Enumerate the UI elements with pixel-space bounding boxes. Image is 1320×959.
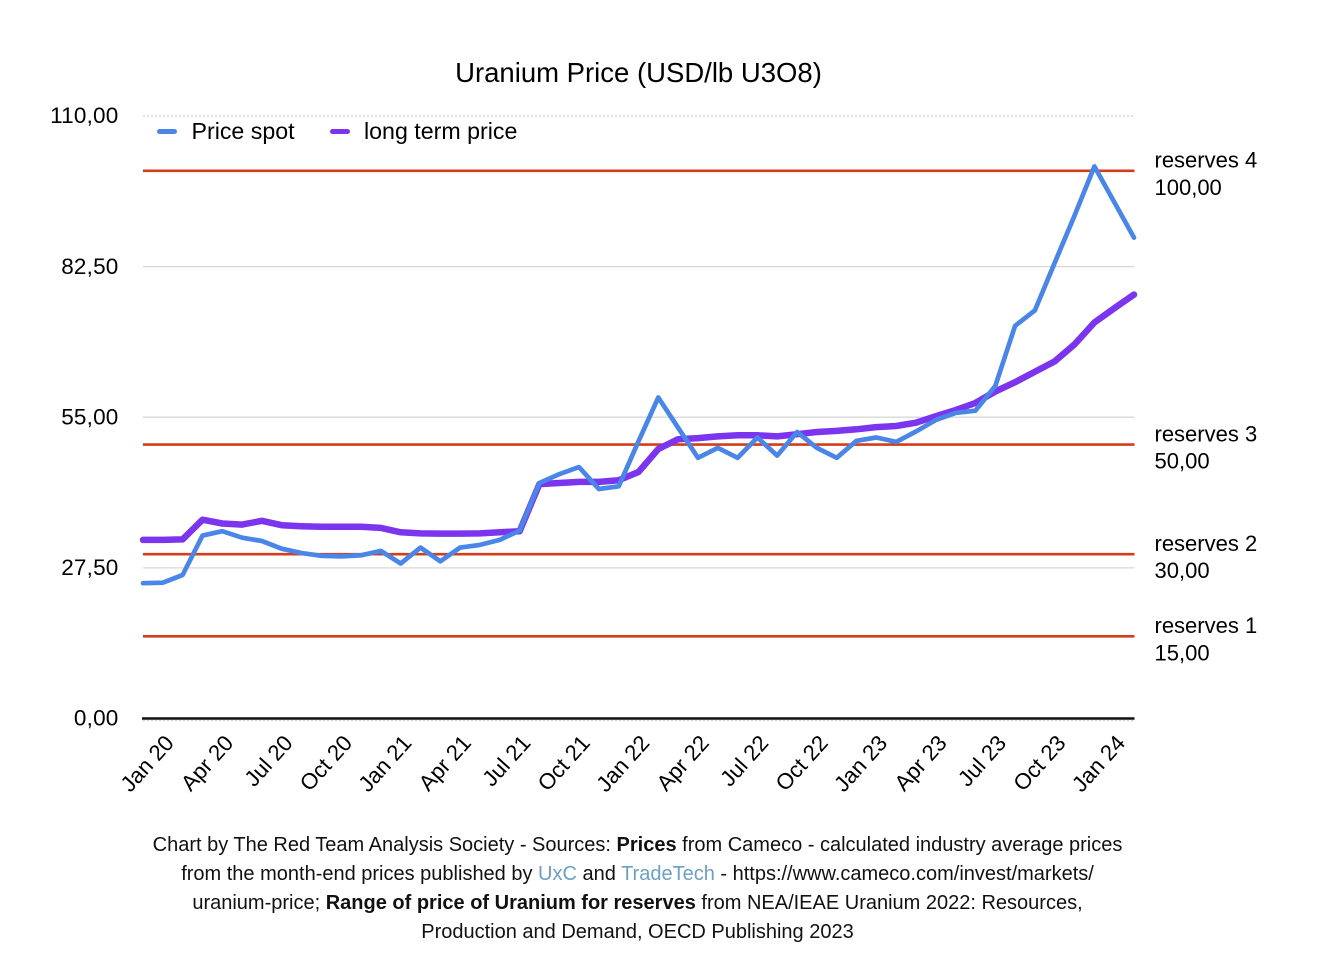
svg-text:Jul 20: Jul 20 <box>239 730 297 791</box>
svg-text:Apr 22: Apr 22 <box>651 730 713 795</box>
svg-text:15,00: 15,00 <box>1155 640 1210 665</box>
svg-text:27,50: 27,50 <box>61 555 118 580</box>
svg-text:Apr 21: Apr 21 <box>414 730 476 795</box>
svg-text:Jul 22: Jul 22 <box>715 730 773 791</box>
svg-text:100,00: 100,00 <box>1155 175 1222 200</box>
svg-text:Jul 21: Jul 21 <box>477 730 535 791</box>
svg-text:Jan 21: Jan 21 <box>353 730 416 796</box>
svg-text:Jan 22: Jan 22 <box>591 730 654 796</box>
svg-text:reserves 3: reserves 3 <box>1155 422 1258 447</box>
svg-text:Jan 24: Jan 24 <box>1067 730 1130 796</box>
svg-text:Oct 21: Oct 21 <box>533 730 595 795</box>
svg-text:30,00: 30,00 <box>1155 558 1210 583</box>
svg-text:Oct 23: Oct 23 <box>1008 730 1070 795</box>
svg-text:0,00: 0,00 <box>74 706 119 731</box>
svg-text:reserves 2: reserves 2 <box>1155 531 1258 556</box>
svg-text:Apr 23: Apr 23 <box>889 730 951 795</box>
svg-text:50,00: 50,00 <box>1155 449 1210 474</box>
svg-text:Jan 20: Jan 20 <box>116 730 179 796</box>
svg-text:55,00: 55,00 <box>61 404 118 429</box>
svg-text:Oct 20: Oct 20 <box>295 730 357 795</box>
svg-text:reserves 4: reserves 4 <box>1155 148 1258 173</box>
svg-text:Apr 20: Apr 20 <box>176 730 238 795</box>
svg-text:Oct 22: Oct 22 <box>770 730 832 795</box>
svg-text:82,50: 82,50 <box>61 254 118 279</box>
svg-text:Jan 23: Jan 23 <box>829 730 892 796</box>
svg-text:Jul 23: Jul 23 <box>953 730 1011 791</box>
svg-text:reserves 1: reserves 1 <box>1155 613 1258 638</box>
svg-text:110,00: 110,00 <box>50 103 118 128</box>
